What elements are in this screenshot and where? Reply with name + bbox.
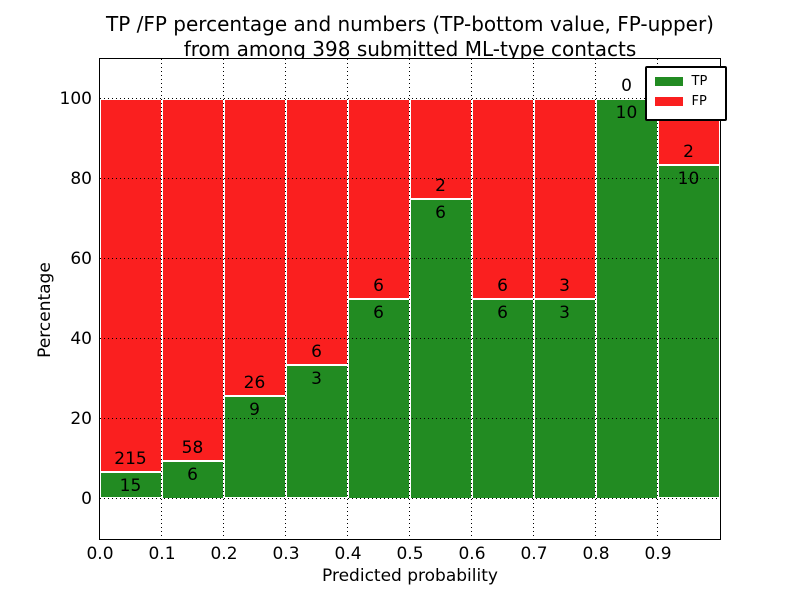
bar-label-fp: 3	[559, 275, 570, 296]
x-tick-label: 0.9	[644, 544, 672, 564]
bar-segment-tp	[223, 395, 286, 499]
gridline-vertical	[223, 58, 224, 539]
bar-segment-tp	[409, 198, 472, 499]
chart-title: TP /FP percentage and numbers (TP-bottom…	[100, 12, 720, 62]
legend-item: TP	[654, 73, 725, 89]
legend-swatch-fp	[654, 97, 683, 106]
x-tick-label: 0.3	[272, 544, 300, 564]
bar-segment-fp	[533, 98, 596, 299]
bar-segment-fp	[409, 98, 472, 199]
bar-segment-fp	[347, 98, 410, 299]
gridline-vertical	[471, 58, 472, 539]
bar-label-fp: 6	[373, 275, 384, 296]
legend: TP FP	[644, 65, 727, 121]
bar-segment-fp	[471, 98, 534, 299]
legend-label: TP	[691, 73, 708, 89]
bar-segment-tp	[595, 98, 658, 499]
bar-segment-fp	[285, 98, 348, 366]
bar-label-fp: 0	[621, 75, 632, 96]
bar-label-fp: 6	[311, 342, 322, 363]
bar-segment-tp	[347, 298, 410, 499]
chart-title-line2: from among 398 submitted ML-type contact…	[183, 37, 637, 61]
bar-segment-fp	[99, 98, 162, 473]
bar-label-tp: 10	[677, 169, 700, 190]
y-tick-label: 40	[70, 329, 92, 349]
gridline-vertical	[533, 58, 534, 539]
gridline-vertical	[347, 58, 348, 539]
bar-label-fp: 215	[114, 449, 147, 470]
bar-label-fp: 2	[683, 142, 694, 163]
x-axis-label: Predicted probability	[322, 566, 498, 586]
bar-segment-tp	[533, 298, 596, 499]
y-tick-label: 100	[59, 89, 92, 109]
plot-area: TP FP 215 15 58 6 26 9 6 3 6 6 2 6 6 6 3 3 0 10 2 10	[98, 57, 727, 540]
chart-title-line1: TP /FP percentage and numbers (TP-bottom…	[106, 12, 714, 36]
bar-label-tp: 3	[559, 302, 570, 323]
bar-segment-tp	[471, 298, 534, 499]
gridline-vertical	[409, 58, 410, 539]
x-tick-label: 0.1	[148, 544, 176, 564]
bar-segment-tp	[285, 365, 348, 499]
y-tick-label: 20	[70, 409, 92, 429]
bar-segment-tp	[657, 165, 720, 499]
bar-label-tp: 3	[311, 369, 322, 390]
x-tick-label: 0.5	[396, 544, 424, 564]
gridline-vertical	[595, 58, 596, 539]
bar-label-tp: 6	[435, 202, 446, 223]
legend-label: FP	[691, 93, 707, 109]
bar-label-tp: 10	[615, 102, 638, 123]
x-tick-label: 0.8	[582, 544, 610, 564]
bar-label-tp: 6	[373, 302, 384, 323]
gridline-vertical	[161, 58, 162, 539]
x-tick-label: 0.7	[520, 544, 548, 564]
y-tick-label: 60	[70, 249, 92, 269]
x-tick-label: 0.4	[334, 544, 362, 564]
y-tick-label: 80	[70, 169, 92, 189]
y-axis-label: Percentage	[35, 262, 55, 358]
gridline-vertical	[657, 58, 658, 539]
bar-label-fp: 6	[497, 275, 508, 296]
bar-segment-fp	[223, 98, 286, 396]
bar-label-tp: 6	[187, 465, 198, 485]
bar-label-fp: 58	[181, 438, 204, 458]
x-tick-label: 0.0	[86, 544, 114, 564]
legend-item: FP	[654, 93, 725, 109]
x-tick-label: 0.6	[458, 544, 486, 564]
bar-segment-tp	[99, 472, 162, 499]
gridline-vertical	[285, 58, 286, 539]
bar-label-tp: 15	[119, 476, 142, 497]
bar-label-tp: 9	[249, 399, 260, 420]
x-tick-label: 0.2	[210, 544, 238, 564]
y-tick-label: 0	[81, 489, 92, 509]
bar-label-fp: 26	[243, 372, 266, 393]
legend-swatch-tp	[654, 77, 683, 86]
bar-label-tp: 6	[497, 302, 508, 323]
bar-label-fp: 2	[435, 175, 446, 196]
bar-segment-fp	[161, 98, 224, 461]
